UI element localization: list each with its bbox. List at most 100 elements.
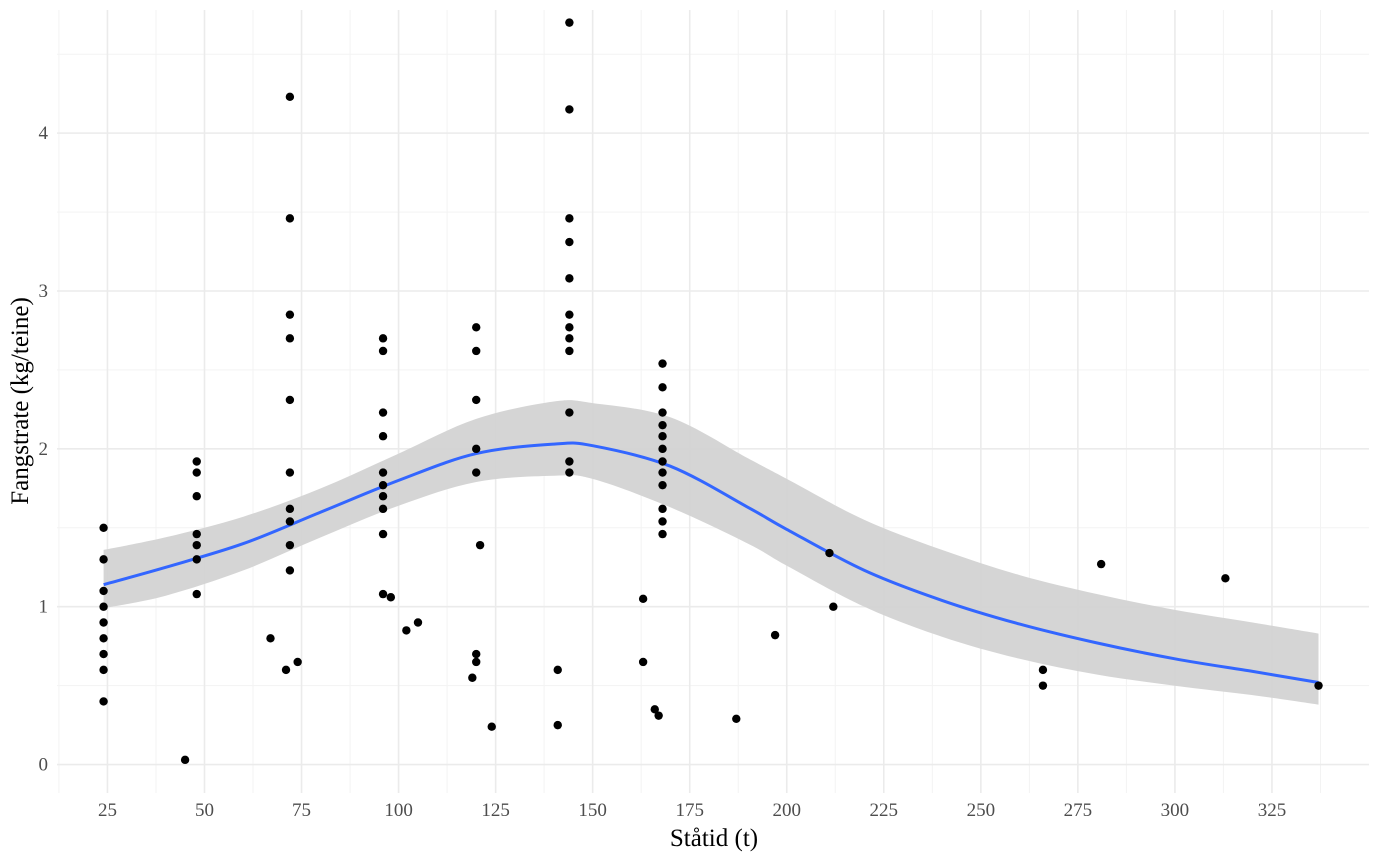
data-point <box>829 602 838 611</box>
data-point <box>386 593 396 602</box>
data-point <box>99 618 108 627</box>
data-point <box>565 408 574 417</box>
x-tick-label: 50 <box>195 800 214 821</box>
data-point <box>472 323 481 332</box>
confidence-band <box>103 400 1319 705</box>
data-point <box>285 517 295 526</box>
data-point <box>285 395 295 405</box>
data-point <box>266 634 275 643</box>
y-tick-label: 0 <box>39 755 49 776</box>
points-layer <box>99 18 1323 765</box>
data-point <box>565 323 574 332</box>
data-point <box>658 517 667 526</box>
y-axis-title: Fangstrate (kg/teine) <box>7 297 34 505</box>
x-tick-label: 275 <box>1064 800 1093 821</box>
data-point <box>468 673 477 682</box>
data-point <box>638 657 648 667</box>
x-tick-label: 225 <box>870 800 899 821</box>
data-point <box>770 630 780 640</box>
data-point <box>378 529 388 539</box>
data-point <box>192 540 201 550</box>
data-point <box>1221 574 1230 583</box>
smooth-line-layer <box>103 441 1319 684</box>
smooth-trend-line <box>103 441 1319 684</box>
x-tick-label: 325 <box>1258 800 1287 821</box>
data-point <box>99 523 108 532</box>
data-point <box>472 346 481 356</box>
data-point <box>565 310 574 319</box>
data-point <box>378 346 388 356</box>
data-point <box>658 468 667 477</box>
data-point <box>638 594 648 604</box>
data-point <box>658 408 667 417</box>
data-point <box>472 657 481 667</box>
x-tick-label: 75 <box>292 800 311 821</box>
data-point <box>285 92 295 102</box>
data-point <box>1038 665 1048 675</box>
data-point <box>487 722 496 731</box>
data-point <box>192 492 201 501</box>
data-point <box>192 529 201 539</box>
data-point <box>565 334 574 343</box>
data-point <box>99 555 108 564</box>
data-point <box>378 468 388 477</box>
data-point <box>565 274 574 283</box>
data-point <box>281 665 291 675</box>
y-axis-ticks: 0 1 2 3 4 <box>39 123 49 775</box>
data-point <box>285 214 295 223</box>
data-point <box>472 395 481 405</box>
data-point <box>565 346 574 356</box>
data-point <box>553 720 562 730</box>
data-point <box>658 420 667 430</box>
data-point <box>192 589 201 599</box>
data-point <box>378 334 388 343</box>
x-tick-label: 125 <box>481 800 510 821</box>
data-point <box>553 665 562 675</box>
data-point <box>658 480 667 490</box>
data-point <box>1038 681 1048 690</box>
data-point <box>658 457 667 466</box>
confidence-band-layer <box>103 400 1319 705</box>
data-point <box>180 755 190 765</box>
data-point <box>285 310 295 319</box>
data-point <box>658 504 667 514</box>
data-point <box>565 214 574 223</box>
data-point <box>99 634 108 643</box>
x-axis-ticks: 25 50 75 100 125 150 175 200 225 250 275 300 325 <box>98 800 1286 821</box>
y-tick-label: 2 <box>39 439 49 460</box>
data-point <box>732 714 741 724</box>
y-tick-label: 3 <box>39 281 49 302</box>
data-point <box>293 657 302 667</box>
data-point <box>99 665 108 675</box>
data-point <box>565 18 574 27</box>
data-point <box>565 457 574 466</box>
data-point <box>658 444 667 454</box>
data-point <box>285 504 295 514</box>
data-point <box>565 468 574 477</box>
data-point <box>285 334 295 343</box>
data-point <box>378 504 388 514</box>
data-point <box>285 540 295 550</box>
data-point <box>565 105 574 114</box>
data-point <box>99 697 108 706</box>
data-point <box>658 432 667 441</box>
y-tick-label: 4 <box>39 123 49 144</box>
x-tick-label: 300 <box>1161 800 1190 821</box>
data-point <box>658 529 667 539</box>
x-tick-label: 100 <box>384 800 413 821</box>
data-point <box>1096 559 1106 569</box>
grid-minor <box>57 10 1369 793</box>
data-point <box>285 566 295 575</box>
data-point <box>378 432 388 441</box>
x-tick-label: 150 <box>578 800 607 821</box>
y-tick-label: 1 <box>39 597 49 618</box>
data-point <box>402 626 411 635</box>
data-point <box>472 649 481 659</box>
data-point <box>285 468 295 477</box>
data-point <box>658 383 667 392</box>
data-point <box>1314 681 1323 690</box>
data-point <box>565 237 574 247</box>
data-point <box>378 408 388 417</box>
x-tick-label: 200 <box>773 800 802 821</box>
